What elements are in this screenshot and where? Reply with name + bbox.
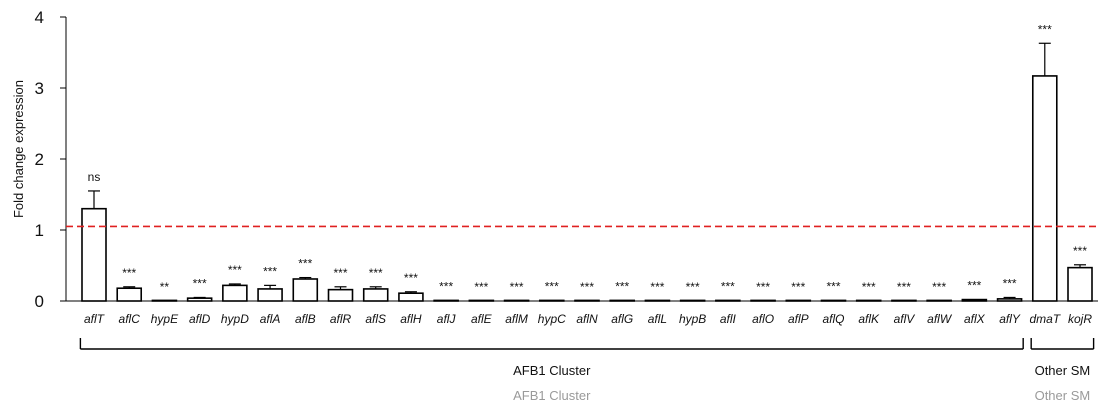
bar (468, 299, 495, 302)
y-tick-label: 2 (35, 150, 44, 169)
bar (398, 292, 424, 302)
category-label: aflS (365, 312, 386, 326)
significance-label: *** (369, 266, 383, 280)
category-label: aflE (471, 312, 493, 326)
category-label: aflP (788, 312, 809, 326)
bar (327, 288, 354, 302)
significance-label: *** (967, 279, 981, 293)
significance-label: *** (826, 280, 840, 294)
bar (257, 288, 283, 302)
significance-label: *** (615, 280, 629, 294)
bar (81, 207, 107, 302)
category-label: aflA (260, 312, 281, 326)
category-label: hypC (538, 312, 566, 326)
significance-label: *** (862, 280, 876, 294)
bar (820, 299, 847, 302)
bar (679, 299, 706, 302)
significance-label: *** (298, 257, 312, 271)
y-tick-label: 1 (35, 221, 44, 240)
category-label: aflM (505, 312, 528, 326)
bar (1067, 266, 1093, 302)
category-label: aflX (964, 312, 986, 326)
category-label: aflK (858, 312, 880, 326)
significance-label: *** (122, 266, 136, 280)
significance-label: *** (228, 263, 242, 277)
bar (855, 299, 882, 302)
category-label: aflC (119, 312, 141, 326)
category-label: aflR (330, 312, 352, 326)
category-label: aflO (752, 312, 774, 326)
category-label: aflT (84, 312, 106, 326)
significance-label: *** (897, 280, 911, 294)
category-label: kojR (1068, 312, 1092, 326)
bar (996, 298, 1023, 302)
group-label: AFB1 Cluster (513, 363, 591, 378)
bar (785, 299, 812, 302)
significance-label: *** (333, 266, 347, 280)
significance-label: *** (791, 280, 805, 294)
significance-label: *** (439, 280, 453, 294)
significance-label: *** (580, 280, 594, 294)
bar (186, 297, 213, 302)
significance-label: *** (263, 264, 277, 278)
significance-label: *** (650, 280, 664, 294)
bar (926, 299, 952, 302)
significance-label: ** (160, 280, 170, 294)
significance-label: *** (193, 276, 207, 290)
group-label: Other SM (1035, 363, 1091, 378)
category-label: aflJ (437, 312, 457, 326)
category-label: aflY (999, 312, 1021, 326)
bar (574, 299, 600, 302)
y-tick-label: 0 (35, 292, 44, 311)
category-label: hypD (221, 312, 249, 326)
bar (538, 299, 565, 302)
category-label: aflN (576, 312, 598, 326)
category-label: aflL (648, 312, 667, 326)
bar (1031, 75, 1058, 302)
significance-label: *** (686, 280, 700, 294)
bar (116, 287, 143, 302)
significance-label: *** (404, 271, 418, 285)
bar (292, 278, 319, 302)
significance-label: *** (1003, 276, 1017, 290)
significance-label: *** (1038, 22, 1052, 36)
bar (433, 299, 459, 302)
category-label: aflG (611, 312, 633, 326)
significance-label: ns (88, 170, 101, 184)
bar (961, 298, 988, 302)
significance-label: *** (510, 280, 524, 294)
ghost-group-label: AFB1 Cluster (513, 388, 591, 403)
y-tick-label: 4 (35, 8, 44, 27)
category-label: aflV (894, 312, 916, 326)
bar (151, 299, 178, 302)
significance-label: *** (474, 280, 488, 294)
category-label: aflB (295, 312, 316, 326)
ghost-group-label: Other SM (1035, 388, 1091, 403)
category-label: aflQ (822, 312, 844, 326)
category-label: aflD (189, 312, 211, 326)
bar (362, 288, 389, 302)
bar (644, 299, 671, 302)
bar (222, 284, 248, 302)
bar (503, 299, 530, 302)
bar (609, 299, 636, 302)
bar (891, 299, 917, 302)
bar (715, 299, 741, 302)
significance-label: *** (932, 280, 946, 294)
y-tick-label: 3 (35, 79, 44, 98)
significance-label: *** (756, 280, 770, 294)
category-label: aflW (927, 312, 953, 326)
y-axis-title: Fold change expression (11, 80, 26, 218)
significance-label: *** (1073, 244, 1087, 258)
category-label: aflI (720, 312, 737, 326)
significance-label: *** (545, 280, 559, 294)
category-label: aflH (400, 312, 422, 326)
category-label: hypE (151, 312, 179, 326)
significance-label: *** (721, 280, 735, 294)
bar (750, 299, 776, 302)
category-label: dmaT (1029, 312, 1061, 326)
category-label: hypB (679, 312, 706, 326)
